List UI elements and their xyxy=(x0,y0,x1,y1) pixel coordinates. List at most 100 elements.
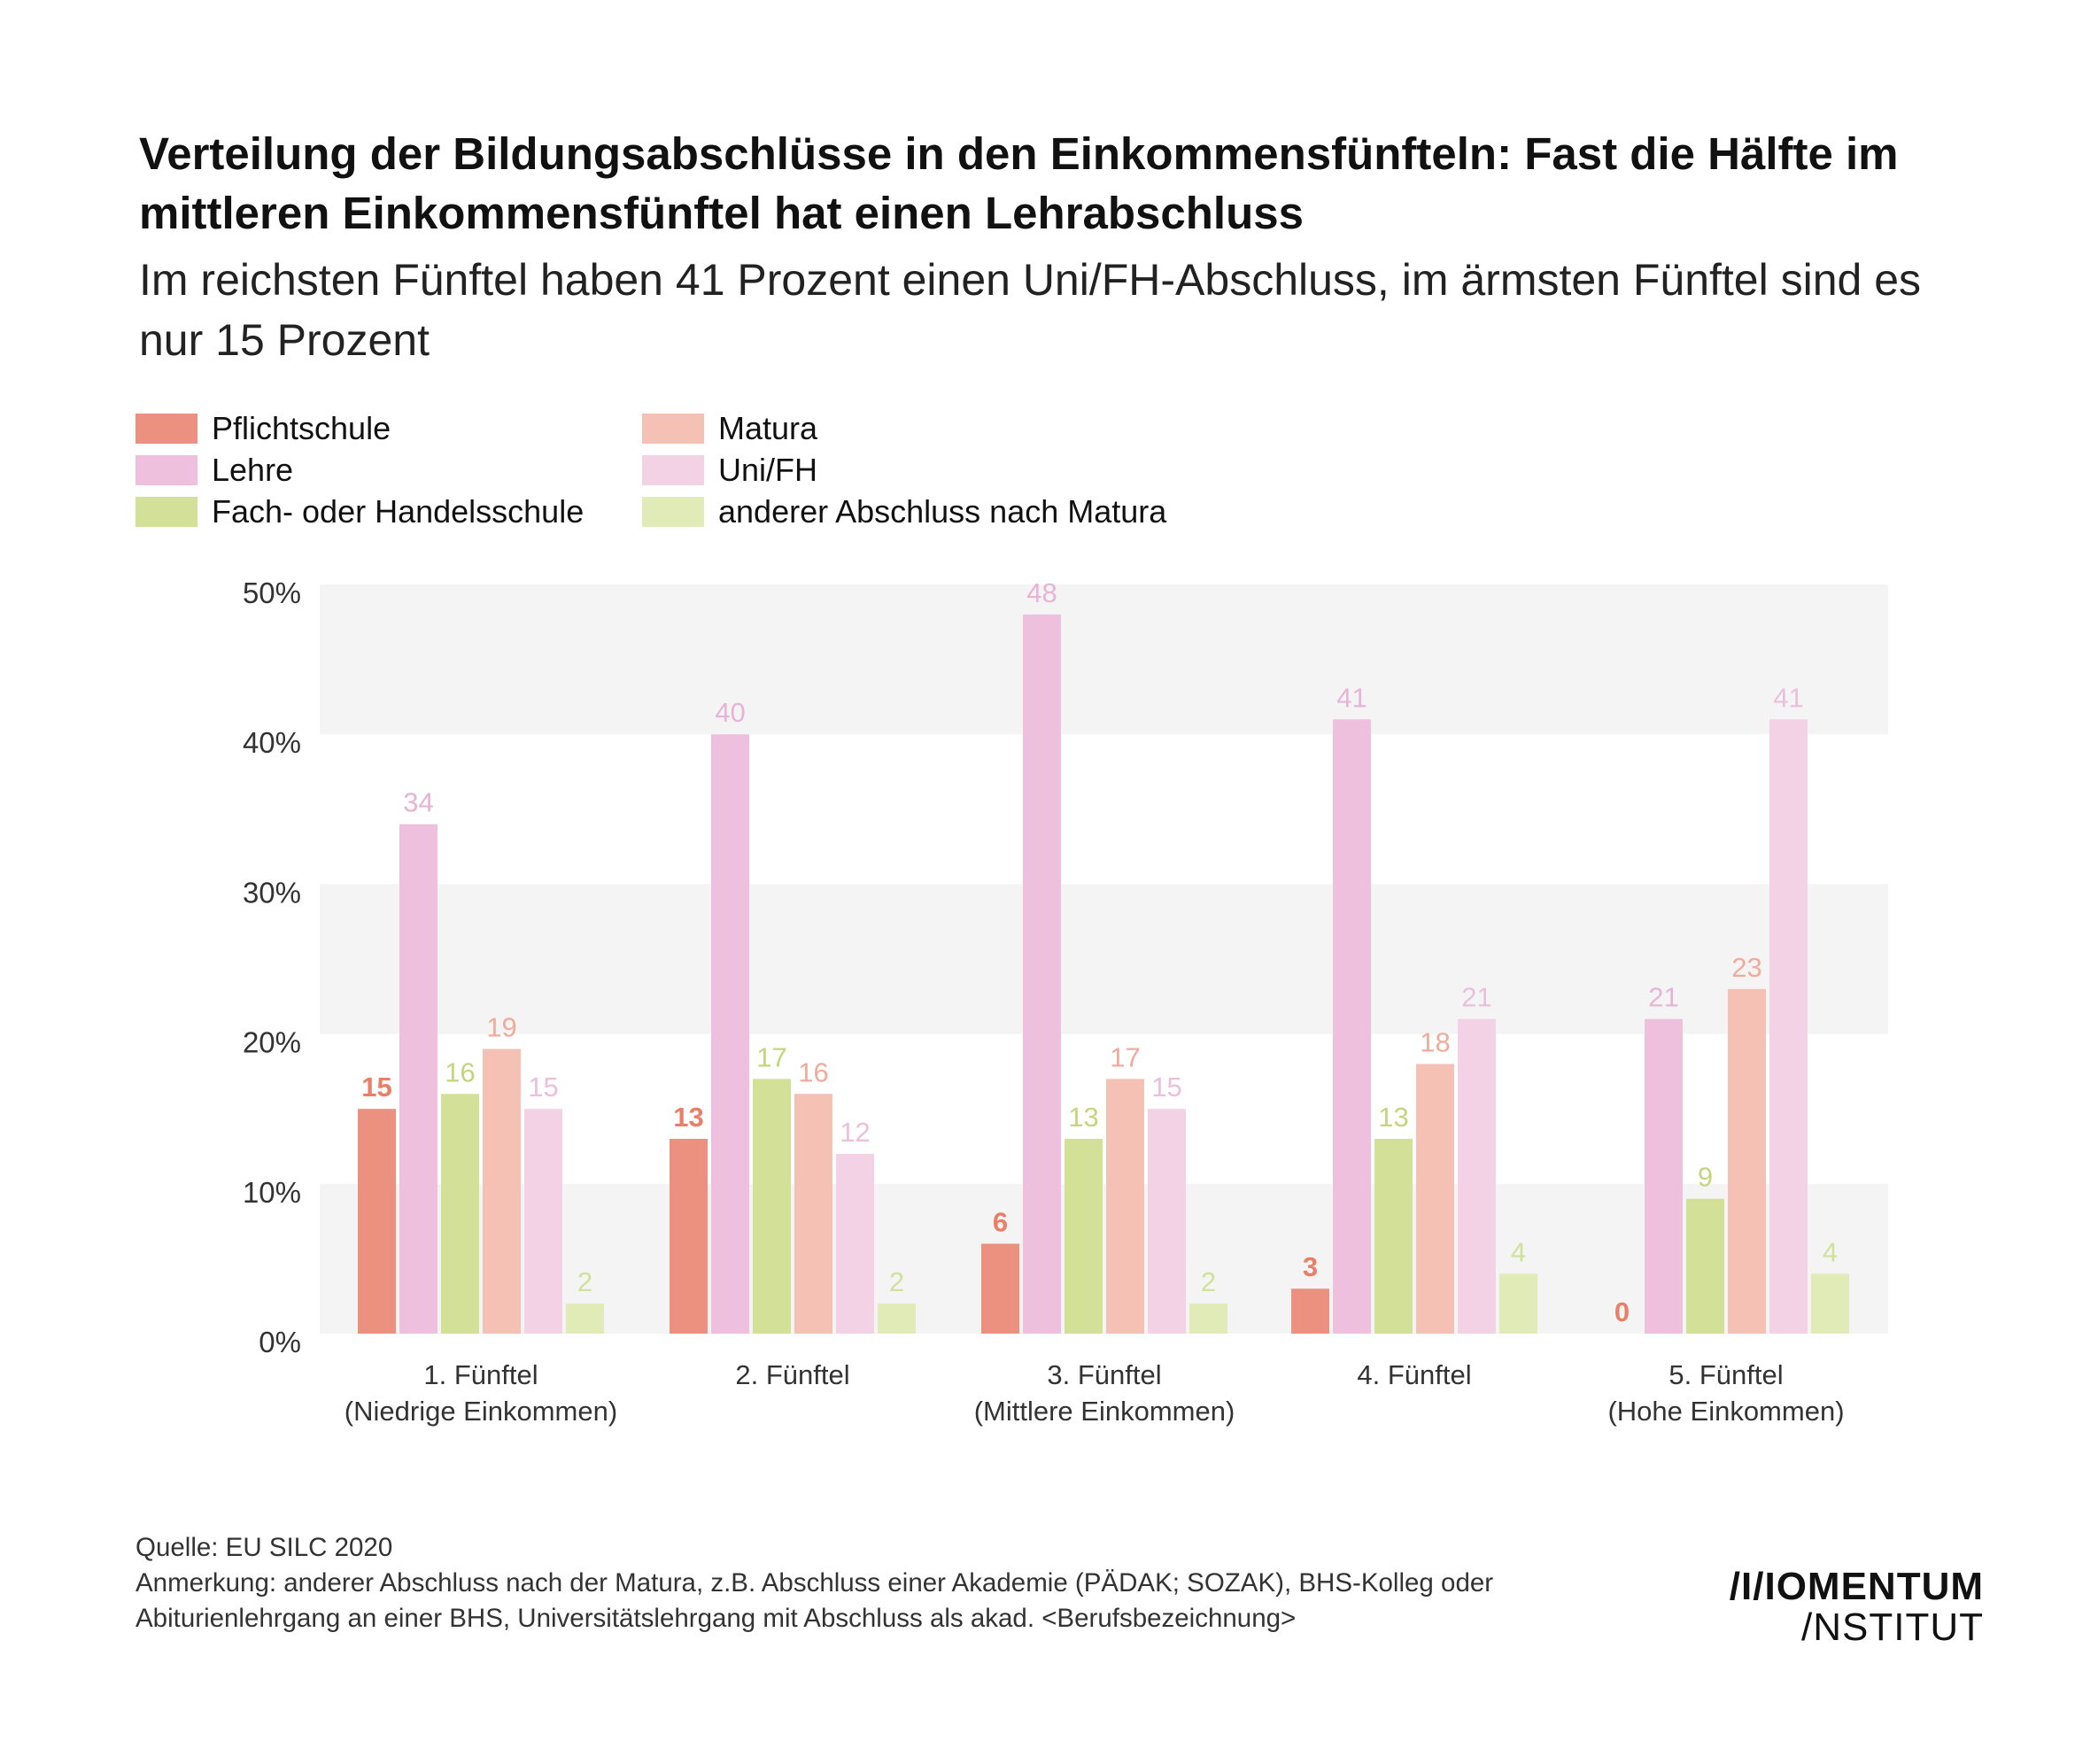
data-label-lehre: 21 xyxy=(1648,982,1678,1013)
x-tick-sublabel: (Hohe Einkommen) xyxy=(1607,1396,1844,1427)
source-text: Quelle: EU SILC 2020 xyxy=(135,1533,393,1562)
bar-matura xyxy=(794,1094,832,1334)
bar-matura xyxy=(483,1048,521,1334)
data-label-pflichtschule: 3 xyxy=(1303,1251,1318,1282)
data-label-pflichtschule: 6 xyxy=(993,1206,1008,1237)
data-label-unifh: 21 xyxy=(1461,982,1491,1013)
bar-fach xyxy=(441,1094,479,1334)
data-label-fach: 9 xyxy=(1698,1162,1713,1193)
legend-item-pflichtschule: Pflichtschule xyxy=(135,410,391,446)
data-label-fach: 13 xyxy=(1068,1102,1098,1133)
momentum-institut-logo: /I/IOMENTUM /NSTITUT xyxy=(1709,1567,1984,1649)
chart-subtitle: Im reichsten Fünftel haben 41 Prozent ei… xyxy=(139,255,1922,365)
legend: Pflichtschule Lehre Fach- oder Handelssc… xyxy=(135,410,1287,544)
data-label-anderer: 2 xyxy=(577,1266,592,1297)
legend-swatch-matura xyxy=(642,414,704,444)
legend-label-lehre: Lehre xyxy=(212,452,294,488)
grid-band-1 xyxy=(320,884,1888,1034)
legend-swatch-lehre xyxy=(135,455,197,485)
bar-anderer xyxy=(1189,1304,1227,1334)
bar-anderer xyxy=(878,1304,916,1334)
data-label-lehre: 41 xyxy=(1336,682,1367,713)
data-label-anderer: 2 xyxy=(889,1266,904,1297)
bar-pflichtschule xyxy=(670,1139,708,1334)
x-tick-sublabel: (Mittlere Einkommen) xyxy=(974,1396,1235,1427)
data-label-fach: 17 xyxy=(756,1041,786,1072)
bar-unifh xyxy=(1769,719,1808,1334)
bar-pflichtschule xyxy=(1291,1288,1329,1334)
data-label-lehre: 34 xyxy=(403,787,433,818)
bar-pflichtschule xyxy=(981,1243,1019,1334)
data-label-unifh: 41 xyxy=(1773,682,1803,713)
bar-unifh xyxy=(836,1153,874,1334)
legend-label-pflichtschule: Pflichtschule xyxy=(212,410,391,446)
bar-lehre xyxy=(711,734,749,1334)
data-label-matura: 19 xyxy=(486,1012,516,1043)
legend-item-anderer: anderer Abschluss nach Matura xyxy=(642,493,1167,530)
legend-label-matura: Matura xyxy=(718,410,818,446)
legend-item-fach: Fach- oder Handelsschule xyxy=(135,493,585,530)
y-tick-label: 30% xyxy=(243,876,301,909)
bar-anderer xyxy=(566,1304,604,1334)
y-tick-label: 10% xyxy=(243,1176,301,1209)
note-line-2: Abiturienlehrgang an einer BHS, Universi… xyxy=(135,1604,1297,1633)
data-label-matura: 17 xyxy=(1110,1041,1140,1072)
data-label-matura: 18 xyxy=(1420,1026,1450,1057)
note-line-1: Anmerkung: anderer Abschluss nach der Ma… xyxy=(135,1568,1494,1598)
bar-matura xyxy=(1416,1064,1454,1334)
x-tick-label: 4. Fünftel xyxy=(1357,1359,1471,1390)
y-tick-label: 20% xyxy=(243,1026,301,1059)
legend-label-anderer: anderer Abschluss nach Matura xyxy=(718,493,1167,530)
x-tick-sublabel: (Niedrige Einkommen) xyxy=(345,1396,617,1427)
footer: Quelle: EU SILC 2020 Anmerkung: anderer … xyxy=(135,1530,1641,1636)
bar-matura xyxy=(1728,988,1766,1334)
bar-fach xyxy=(1374,1139,1413,1334)
bar-matura xyxy=(1106,1079,1144,1334)
data-label-matura: 23 xyxy=(1731,952,1761,983)
bar-unifh xyxy=(1458,1018,1496,1334)
data-label-lehre: 40 xyxy=(715,697,745,728)
logo-line-1: /I/IOMENTUM xyxy=(1729,1565,1984,1608)
legend-item-unifh: Uni/FH xyxy=(642,452,818,488)
data-label-unifh: 12 xyxy=(840,1117,870,1148)
data-label-matura: 16 xyxy=(798,1056,828,1087)
y-tick-label: 40% xyxy=(243,726,301,759)
bar-anderer xyxy=(1811,1273,1849,1334)
data-label-anderer: 4 xyxy=(1511,1236,1526,1267)
legend-swatch-anderer xyxy=(642,497,704,527)
x-tick-label: 5. Fünftel xyxy=(1669,1359,1783,1390)
x-tick-label: 3. Fünftel xyxy=(1047,1359,1161,1390)
bar-fach xyxy=(1686,1198,1724,1334)
bar-lehre xyxy=(1645,1018,1683,1334)
data-label-unifh: 15 xyxy=(528,1072,558,1102)
legend-item-lehre: Lehre xyxy=(135,452,294,488)
bar-anderer xyxy=(1499,1273,1537,1334)
data-label-anderer: 2 xyxy=(1201,1266,1216,1297)
legend-swatch-pflichtschule xyxy=(135,414,197,444)
bar-pflichtschule xyxy=(358,1109,396,1334)
chart-title: Verteilung der Bildungsabschlüsse in den… xyxy=(139,128,1899,238)
legend-item-matura: Matura xyxy=(642,410,818,446)
bar-lehre xyxy=(1333,719,1371,1334)
bar-lehre xyxy=(399,824,437,1334)
data-label-unifh: 15 xyxy=(1151,1072,1181,1102)
x-tick-label: 2. Fünftel xyxy=(735,1359,849,1390)
legend-swatch-unifh xyxy=(642,455,704,485)
bar-fach xyxy=(1065,1139,1103,1334)
y-tick-label: 0% xyxy=(259,1326,301,1358)
bar-unifh xyxy=(524,1109,562,1334)
x-tick-label: 1. Fünftel xyxy=(423,1359,538,1390)
y-tick-label: 50% xyxy=(243,576,301,609)
bar-lehre xyxy=(1023,614,1061,1334)
bar-fach xyxy=(753,1079,791,1334)
data-label-fach: 16 xyxy=(445,1056,475,1087)
data-label-lehre: 48 xyxy=(1026,577,1057,608)
data-label-pflichtschule: 13 xyxy=(673,1102,703,1133)
data-label-pflichtschule: 15 xyxy=(361,1072,391,1102)
grid-band-0 xyxy=(320,584,1888,735)
data-label-pflichtschule: 0 xyxy=(1614,1296,1630,1327)
logo-line-2: /NSTITUT xyxy=(1801,1605,1984,1649)
legend-label-fach: Fach- oder Handelsschule xyxy=(212,493,585,530)
legend-label-unifh: Uni/FH xyxy=(718,452,818,488)
